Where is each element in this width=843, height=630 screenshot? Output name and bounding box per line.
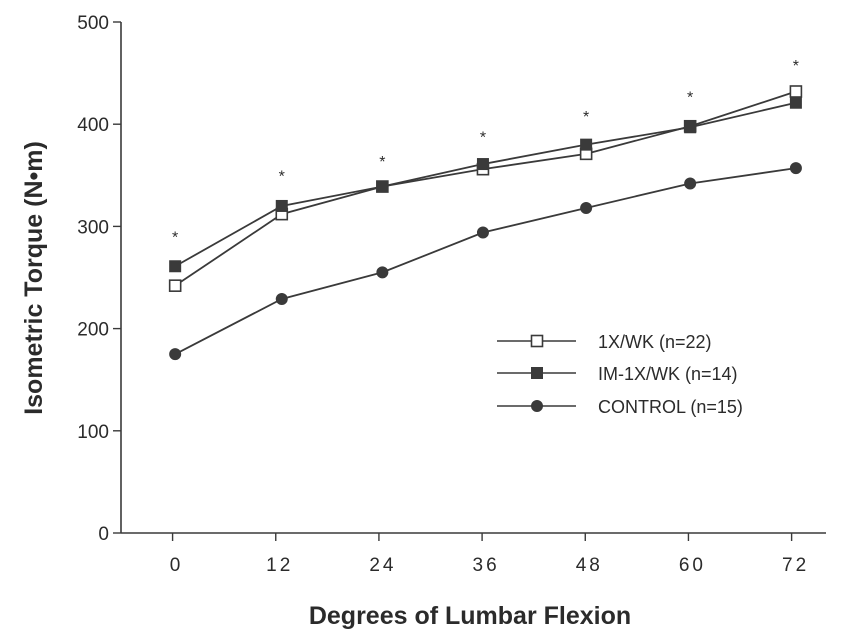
significance-asterisk: * <box>583 109 589 126</box>
filled-circle-marker <box>376 266 389 279</box>
filled-square-marker <box>580 138 593 151</box>
significance-asterisk: * <box>793 58 799 75</box>
x-tick-label: 12 <box>266 555 293 576</box>
filled-circle-marker <box>580 202 593 215</box>
series-line <box>174 101 797 268</box>
filled-circle-marker <box>789 162 802 175</box>
filled-circle-marker <box>169 348 182 361</box>
significance-asterisk: * <box>480 129 486 146</box>
series-line <box>174 90 797 287</box>
open-square-marker <box>789 85 803 98</box>
legend-label: 1X/WK (n=22) <box>598 332 712 352</box>
axes <box>120 22 826 534</box>
significance-asterisk: * <box>279 168 285 185</box>
y-tick-label: 300 <box>77 217 109 238</box>
tick-labels: 0 100 200 300 400 500 0 12 24 36 48 60 72 <box>77 13 809 576</box>
series-1 <box>168 85 803 292</box>
series-2 <box>169 96 802 273</box>
x-tick-label: 24 <box>369 555 396 576</box>
x-tick-label: 36 <box>473 555 500 576</box>
filled-square-marker <box>476 158 489 171</box>
filled-square-marker <box>684 121 697 134</box>
legend: 1X/WK (n=22) IM-1X/WK (n=14) CONTROL (n=15… <box>497 332 743 417</box>
x-tick-label: 60 <box>679 555 706 576</box>
filled-circle-marker <box>476 226 489 239</box>
y-tick-label: 400 <box>77 115 109 136</box>
legend-item: IM-1X/WK (n=14) <box>497 364 738 384</box>
y-tick-label: 100 <box>77 422 109 443</box>
series-group <box>168 85 803 361</box>
y-tick-label: 500 <box>77 13 109 34</box>
significance-asterisk: * <box>379 154 385 171</box>
open-square-marker <box>168 279 182 292</box>
x-axis-title: Degrees of Lumbar Flexion <box>309 602 631 630</box>
y-tick-label: 200 <box>77 320 109 341</box>
y-tick-label: 0 <box>98 524 109 545</box>
significance-asterisk: * <box>687 90 693 107</box>
y-axis-title: Isometric Torque (N•m) <box>20 141 48 415</box>
x-tick-label: 48 <box>576 555 603 576</box>
filled-square-marker <box>275 199 288 212</box>
significance-markers: * * * * * * * <box>172 58 799 247</box>
series-3 <box>169 162 802 361</box>
significance-asterisk: * <box>172 230 178 247</box>
x-tick-label: 72 <box>782 555 809 576</box>
filled-square-marker <box>531 367 543 379</box>
open-square-marker <box>530 334 544 348</box>
legend-label: IM-1X/WK (n=14) <box>598 364 738 384</box>
filled-circle-marker <box>531 400 543 412</box>
filled-square-marker <box>376 180 389 193</box>
filled-circle-marker <box>684 177 697 190</box>
filled-circle-marker <box>275 292 288 305</box>
legend-item: CONTROL (n=15) <box>497 397 743 417</box>
series-line <box>174 167 797 355</box>
x-tick-label: 0 <box>170 555 184 576</box>
filled-square-marker <box>169 260 182 273</box>
legend-label: CONTROL (n=15) <box>598 397 743 417</box>
legend-item: 1X/WK (n=22) <box>497 332 712 352</box>
filled-square-marker <box>789 96 802 109</box>
